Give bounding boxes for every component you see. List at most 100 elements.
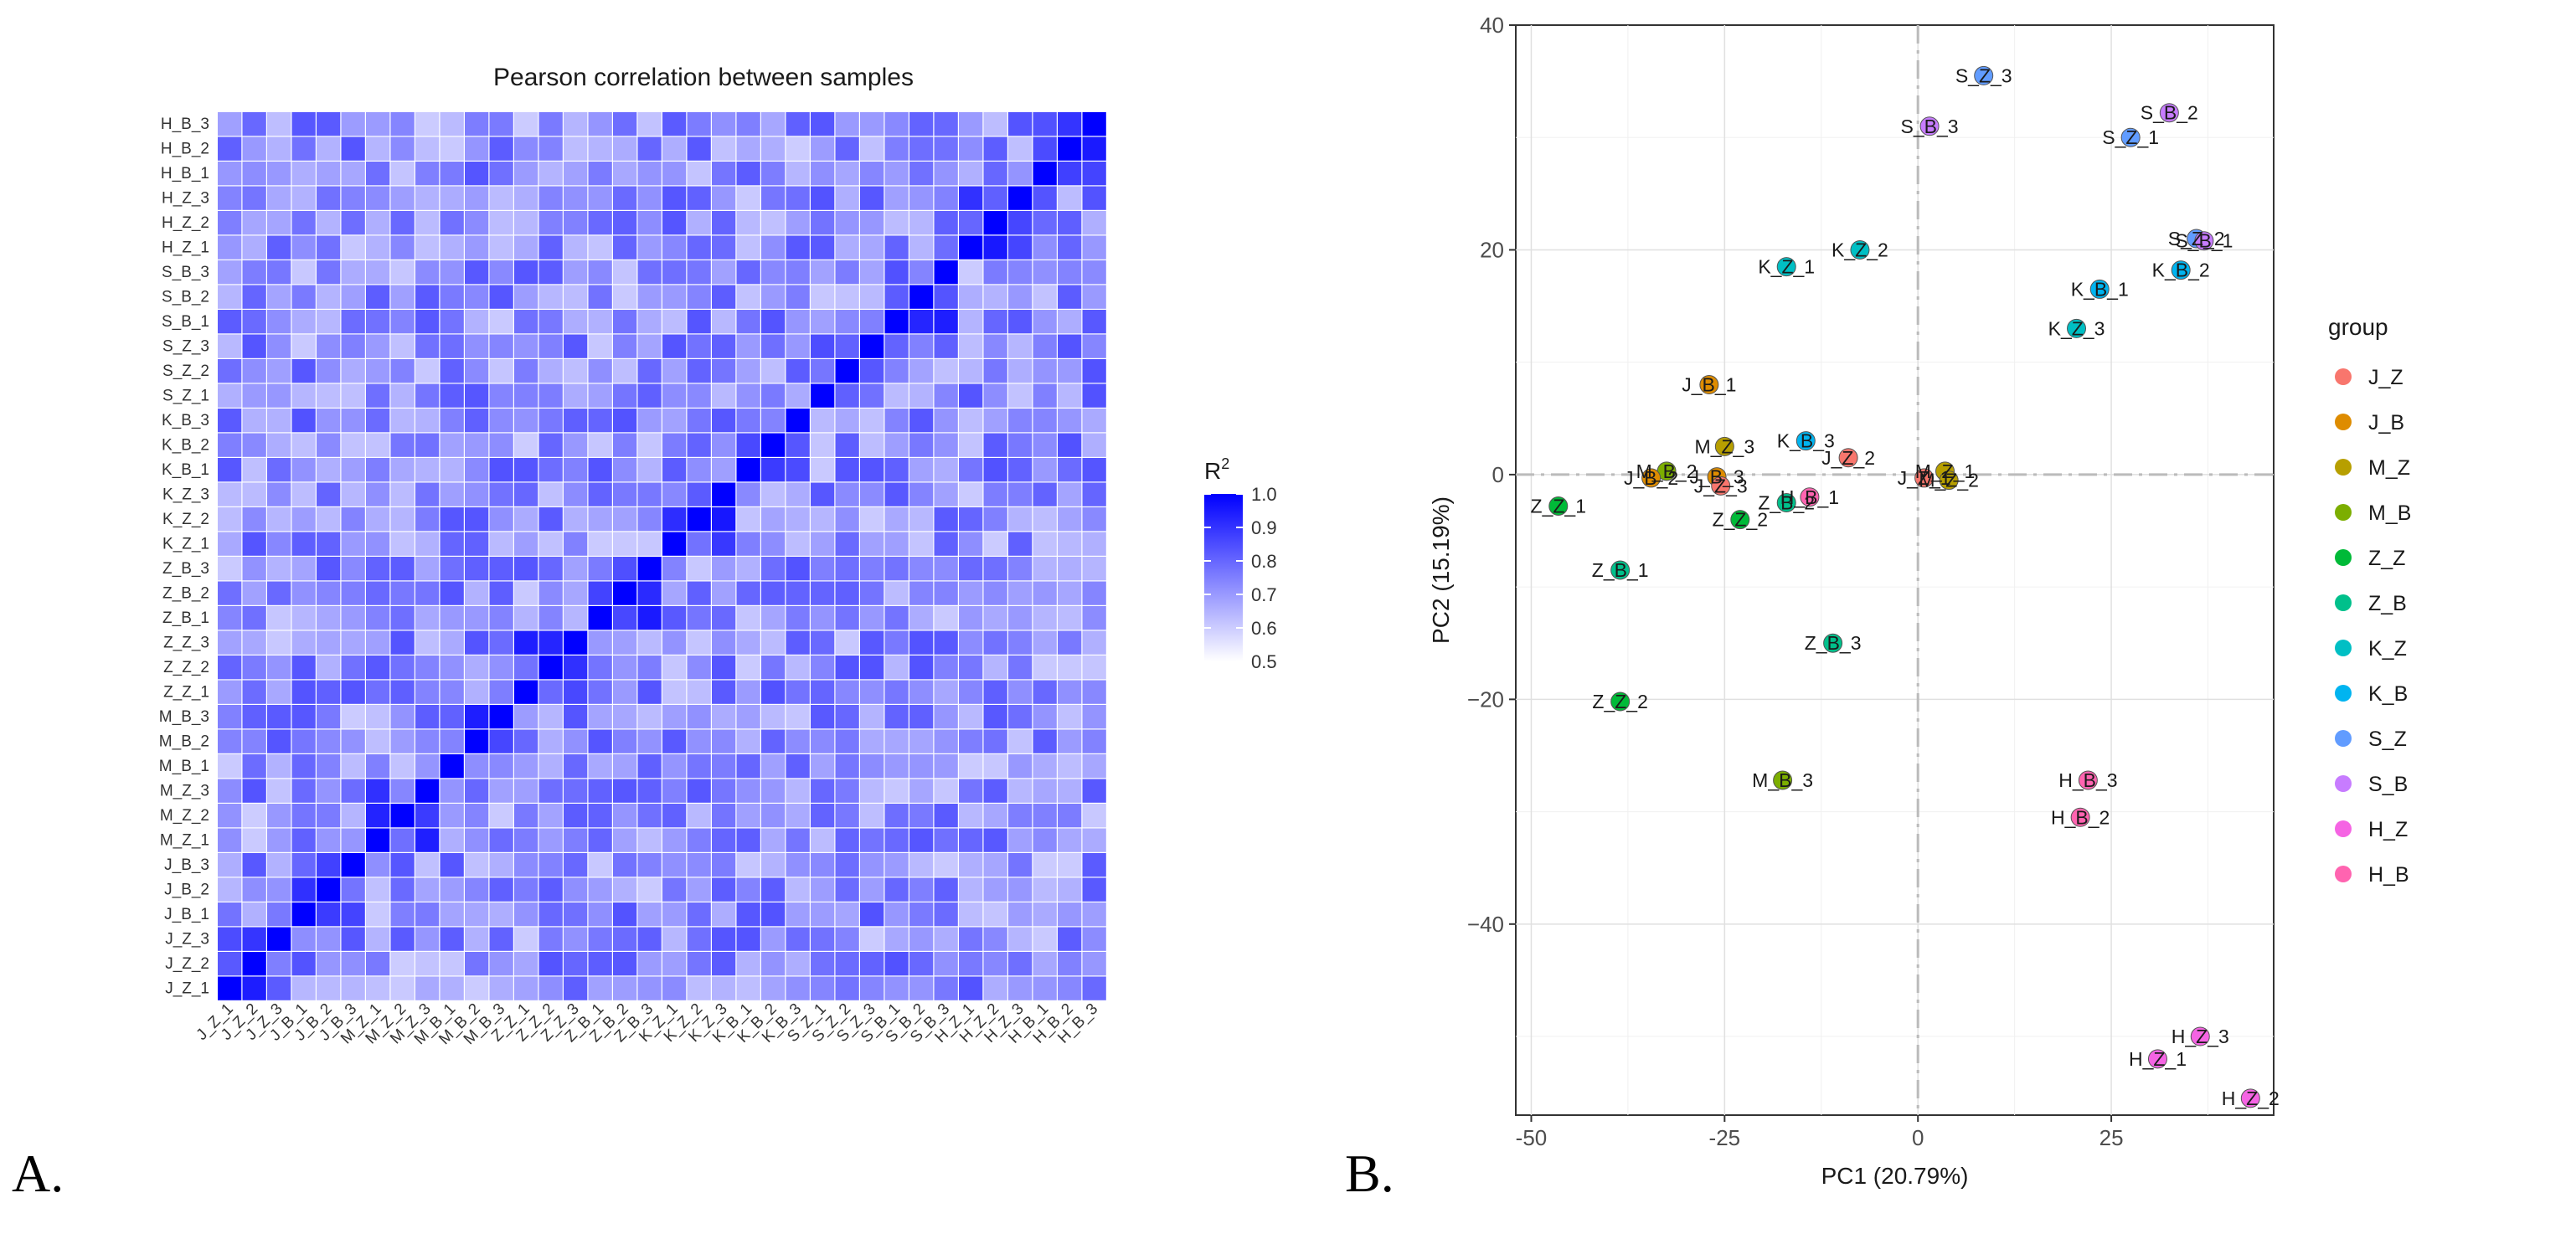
heatmap-cell xyxy=(786,383,810,408)
heatmap-cell xyxy=(860,310,884,334)
heatmap-cell xyxy=(983,235,1007,260)
heatmap-cell xyxy=(538,482,563,506)
heatmap-cell xyxy=(662,383,687,408)
heatmap-cell xyxy=(538,507,563,532)
heatmap-cell xyxy=(959,409,983,433)
heatmap-row-label: J_B_2 xyxy=(164,882,209,899)
heatmap-cell xyxy=(860,359,884,383)
heatmap-cell xyxy=(786,136,810,161)
heatmap-cell xyxy=(1033,383,1057,408)
heatmap-cell xyxy=(761,952,786,976)
heatmap-cell xyxy=(267,976,291,1000)
heatmap-cell xyxy=(588,729,612,753)
heatmap-cell xyxy=(786,285,810,309)
heatmap-cell xyxy=(317,433,341,457)
heatmap-cell xyxy=(687,828,711,852)
heatmap-cell xyxy=(934,581,958,605)
heatmap-cell xyxy=(860,260,884,285)
heatmap-cell xyxy=(835,409,859,433)
heatmap-cell xyxy=(465,482,489,506)
heatmap-cell xyxy=(564,557,588,581)
heatmap-cell xyxy=(440,235,464,260)
heatmap-cell xyxy=(317,112,341,136)
heatmap-cell xyxy=(514,705,538,729)
heatmap-cell xyxy=(1008,383,1033,408)
heatmap-row-label: J_Z_3 xyxy=(165,931,209,949)
heatmap-cell xyxy=(489,507,513,532)
heatmap-cell xyxy=(538,606,563,630)
heatmap-cell xyxy=(909,383,934,408)
heatmap-cell xyxy=(514,482,538,506)
heatmap-cell xyxy=(1008,260,1033,285)
heatmap-cell xyxy=(687,606,711,630)
heatmap-cell xyxy=(736,828,760,852)
heatmap-legend-title-superscript: 2 xyxy=(1221,455,1229,472)
heatmap-cell xyxy=(860,112,884,136)
heatmap-cell xyxy=(514,557,538,581)
heatmap-cell xyxy=(811,359,835,383)
heatmap-cell xyxy=(267,532,291,556)
heatmap-cell xyxy=(390,310,415,334)
heatmap-cell xyxy=(909,952,934,976)
heatmap-cell xyxy=(218,433,242,457)
heatmap-cell xyxy=(736,902,760,927)
heatmap-cell xyxy=(761,458,786,482)
heatmap-row-label: K_B_1 xyxy=(162,461,209,479)
heatmap-cell xyxy=(366,112,390,136)
heatmap-cell xyxy=(687,976,711,1000)
heatmap-legend-tick: 1.0 xyxy=(1251,484,1277,505)
pca-legend-label: M_B xyxy=(2368,501,2411,525)
pca-point-label: H_B_1 xyxy=(1780,486,1839,508)
heatmap-cell xyxy=(242,260,266,285)
heatmap-cell xyxy=(712,260,736,285)
heatmap-cell xyxy=(1082,754,1106,779)
heatmap-cell xyxy=(514,581,538,605)
heatmap-cell xyxy=(835,433,859,457)
heatmap-cell xyxy=(1033,853,1057,877)
heatmap-cell xyxy=(489,482,513,506)
heatmap-cell xyxy=(761,902,786,927)
heatmap-cell xyxy=(613,976,637,1000)
heatmap-cell xyxy=(341,705,365,729)
heatmap-cell xyxy=(786,482,810,506)
heatmap-cell xyxy=(884,877,909,902)
heatmap-cell xyxy=(637,902,662,927)
heatmap-cell xyxy=(983,853,1007,877)
heatmap-cell xyxy=(811,235,835,260)
heatmap-cell xyxy=(390,606,415,630)
heatmap-cell xyxy=(242,680,266,704)
heatmap-cell xyxy=(564,656,588,680)
heatmap-cell xyxy=(662,285,687,309)
heatmap-cell xyxy=(934,136,958,161)
heatmap-cell xyxy=(415,705,440,729)
heatmap-cell xyxy=(514,334,538,358)
heatmap-cell xyxy=(786,656,810,680)
heatmap-cell xyxy=(564,902,588,927)
heatmap-cell xyxy=(218,334,242,358)
heatmap-cell xyxy=(1082,162,1106,186)
heatmap-cell xyxy=(811,136,835,161)
heatmap-cell xyxy=(909,804,934,828)
heatmap-cell xyxy=(1033,630,1057,655)
heatmap-cell xyxy=(959,186,983,210)
heatmap-cell xyxy=(218,877,242,902)
heatmap-cell xyxy=(366,853,390,877)
heatmap-cell xyxy=(317,507,341,532)
heatmap-cell xyxy=(317,136,341,161)
heatmap-cell xyxy=(440,383,464,408)
heatmap-cell xyxy=(415,902,440,927)
heatmap-cell xyxy=(588,334,612,358)
heatmap-cell xyxy=(218,630,242,655)
heatmap-cell xyxy=(637,482,662,506)
heatmap-cell xyxy=(489,433,513,457)
heatmap-cell xyxy=(1008,656,1033,680)
heatmap-cell xyxy=(317,186,341,210)
heatmap-cell xyxy=(736,680,760,704)
heatmap-cell xyxy=(242,754,266,779)
heatmap-cell xyxy=(687,804,711,828)
heatmap-cell xyxy=(218,828,242,852)
heatmap-cell xyxy=(835,162,859,186)
heatmap-cell xyxy=(564,136,588,161)
heatmap-cell xyxy=(959,656,983,680)
heatmap-cell xyxy=(884,927,909,951)
